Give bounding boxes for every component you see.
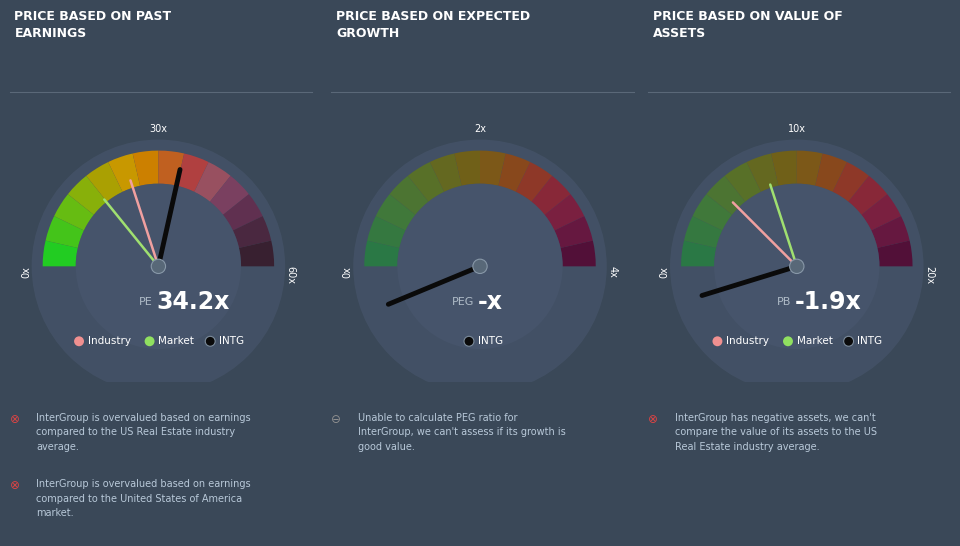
Text: PRICE BASED ON VALUE OF
ASSETS: PRICE BASED ON VALUE OF ASSETS — [653, 9, 843, 39]
Text: Industry: Industry — [727, 336, 769, 346]
Text: Unable to calculate PEG ratio for
InterGroup, we can't assess if its growth is
g: Unable to calculate PEG ratio for InterG… — [358, 413, 565, 452]
Circle shape — [844, 336, 853, 346]
Circle shape — [74, 336, 84, 346]
Text: INTG: INTG — [478, 336, 503, 346]
Wedge shape — [797, 151, 823, 186]
Wedge shape — [861, 194, 901, 230]
Circle shape — [473, 259, 487, 274]
Text: 4x: 4x — [608, 266, 617, 278]
Text: PRICE BASED ON EXPECTED
GROWTH: PRICE BASED ON EXPECTED GROWTH — [336, 9, 530, 39]
Wedge shape — [849, 176, 887, 215]
Wedge shape — [707, 176, 745, 215]
Wedge shape — [233, 216, 272, 248]
Wedge shape — [815, 153, 847, 192]
Text: 10x: 10x — [788, 124, 805, 134]
Text: 2x: 2x — [474, 124, 486, 134]
Wedge shape — [725, 162, 761, 201]
Wedge shape — [872, 216, 910, 248]
Wedge shape — [239, 241, 275, 266]
Circle shape — [76, 183, 241, 349]
Text: INTG: INTG — [219, 336, 244, 346]
Text: PE: PE — [139, 296, 153, 307]
Wedge shape — [54, 194, 94, 230]
Circle shape — [464, 336, 474, 346]
Circle shape — [32, 140, 285, 393]
Circle shape — [790, 259, 804, 274]
Wedge shape — [86, 162, 123, 201]
Text: InterGroup has negative assets, we can't
compare the value of its assets to the : InterGroup has negative assets, we can't… — [675, 413, 876, 452]
Wedge shape — [454, 151, 480, 186]
Wedge shape — [771, 151, 797, 186]
Wedge shape — [877, 241, 913, 266]
Wedge shape — [42, 241, 78, 266]
Wedge shape — [408, 162, 444, 201]
Text: Market: Market — [797, 336, 832, 346]
Circle shape — [205, 336, 215, 346]
Wedge shape — [498, 153, 530, 192]
Wedge shape — [45, 216, 84, 248]
Circle shape — [397, 183, 563, 349]
Text: ⊗: ⊗ — [10, 413, 19, 426]
Text: Industry: Industry — [88, 336, 131, 346]
Wedge shape — [684, 216, 722, 248]
Text: PEG: PEG — [452, 296, 474, 307]
Wedge shape — [692, 194, 732, 230]
Wedge shape — [555, 216, 593, 248]
Wedge shape — [516, 162, 552, 201]
Text: ⊖: ⊖ — [331, 413, 341, 426]
Circle shape — [145, 336, 155, 346]
Text: PB: PB — [777, 296, 791, 307]
Circle shape — [714, 183, 879, 349]
Wedge shape — [480, 151, 506, 186]
Wedge shape — [158, 151, 184, 186]
Text: Market: Market — [158, 336, 194, 346]
Wedge shape — [832, 162, 869, 201]
Wedge shape — [681, 241, 716, 266]
Text: 0x: 0x — [660, 266, 669, 278]
Circle shape — [712, 336, 723, 346]
Text: -1.9x: -1.9x — [795, 289, 861, 313]
Text: ⊗: ⊗ — [10, 479, 19, 492]
Wedge shape — [108, 153, 140, 192]
Text: 0x: 0x — [21, 266, 31, 278]
Wedge shape — [430, 153, 462, 192]
Text: 34.2x: 34.2x — [156, 289, 229, 313]
Wedge shape — [390, 176, 428, 215]
Circle shape — [152, 259, 165, 274]
Wedge shape — [132, 151, 158, 186]
Text: 20x: 20x — [924, 266, 934, 284]
Circle shape — [783, 336, 793, 346]
Wedge shape — [561, 241, 596, 266]
Text: ⊗: ⊗ — [648, 413, 658, 426]
Wedge shape — [367, 216, 405, 248]
Text: InterGroup is overvalued based on earnings
compared to the US Real Estate indust: InterGroup is overvalued based on earnin… — [36, 413, 252, 452]
Circle shape — [353, 140, 607, 393]
Wedge shape — [544, 194, 585, 230]
Wedge shape — [223, 194, 263, 230]
Text: PRICE BASED ON PAST
EARNINGS: PRICE BASED ON PAST EARNINGS — [14, 9, 172, 39]
Text: 30x: 30x — [150, 124, 167, 134]
Wedge shape — [375, 194, 416, 230]
Text: InterGroup is overvalued based on earnings
compared to the United States of Amer: InterGroup is overvalued based on earnin… — [36, 479, 252, 518]
Wedge shape — [210, 176, 249, 215]
Wedge shape — [532, 176, 570, 215]
Wedge shape — [177, 153, 208, 192]
Wedge shape — [747, 153, 779, 192]
Wedge shape — [68, 176, 107, 215]
Circle shape — [670, 140, 924, 393]
Text: INTG: INTG — [857, 336, 882, 346]
Wedge shape — [364, 241, 399, 266]
Text: 0x: 0x — [343, 266, 352, 278]
Wedge shape — [194, 162, 230, 201]
Text: -x: -x — [478, 289, 503, 313]
Text: 60x: 60x — [286, 266, 296, 284]
